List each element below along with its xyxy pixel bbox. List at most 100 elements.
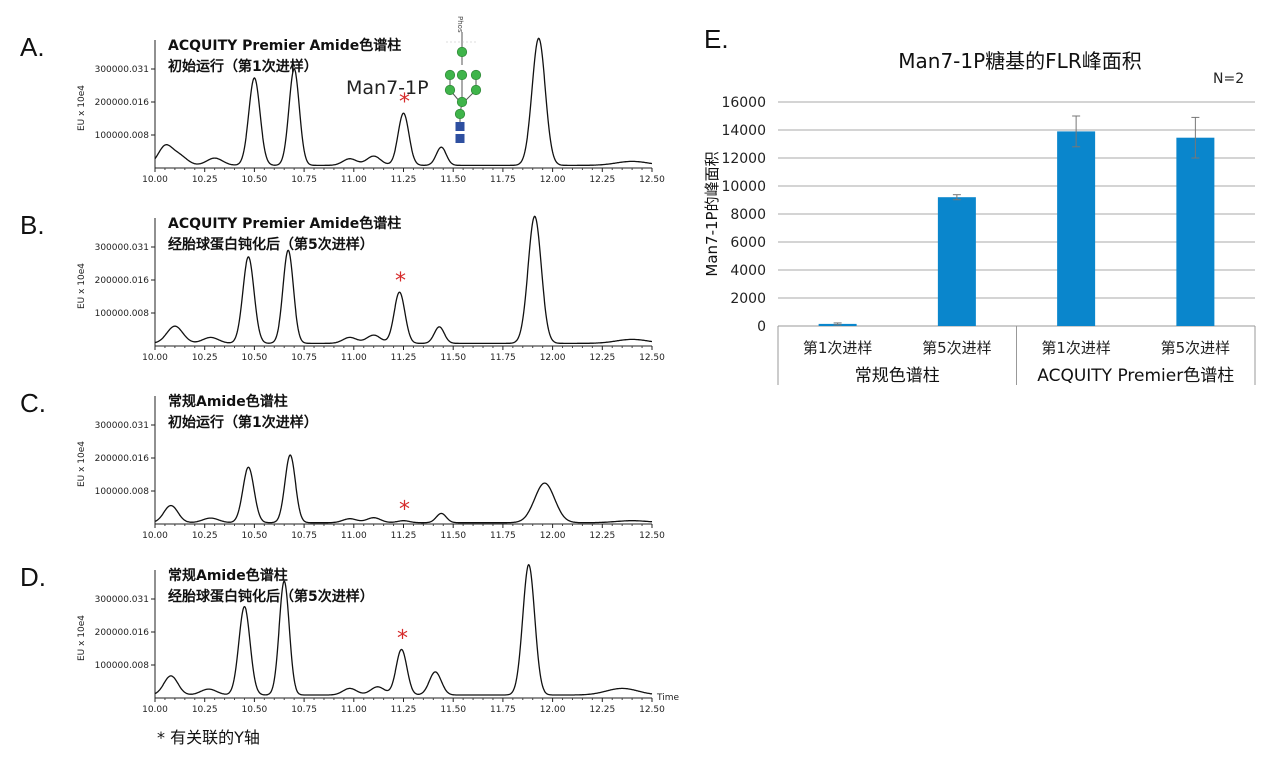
mannose-circle-icon bbox=[454, 108, 466, 120]
y-tick-label: 300000.031 bbox=[95, 595, 149, 605]
y-tick-label: 6000 bbox=[730, 235, 766, 251]
panel-title-line2: 初始运行（第1次进样） bbox=[168, 58, 318, 75]
y-axis-label: EU x 10e4 bbox=[77, 263, 87, 309]
marked-peak-asterisk: * bbox=[395, 269, 406, 294]
x-tick-label: 11.50 bbox=[440, 175, 466, 185]
x-tick-label: 10.50 bbox=[242, 531, 268, 541]
x-tick-label: 11.25 bbox=[391, 531, 417, 541]
y-axis-label: EU x 10e4 bbox=[77, 85, 87, 131]
x-tick-label: 11.50 bbox=[440, 705, 466, 715]
x-tick-label: 10.75 bbox=[291, 175, 317, 185]
x-tick-label: 10.00 bbox=[142, 531, 168, 541]
glcnac-square-icon bbox=[455, 122, 465, 131]
x-tick-label: 11.00 bbox=[341, 531, 367, 541]
y-tick-label: 4000 bbox=[730, 263, 766, 279]
panel-title-line1: ACQUITY Premier Amide色谱柱 bbox=[168, 37, 401, 54]
x-tick-label: 11.75 bbox=[490, 175, 516, 185]
x-tick-label: 11.25 bbox=[391, 175, 417, 185]
mannose-circle-icon bbox=[456, 96, 468, 108]
x-tick-label: 11.50 bbox=[440, 353, 466, 363]
x-tick-label: 10.75 bbox=[291, 353, 317, 363]
x-tick-label: 12.50 bbox=[639, 531, 665, 541]
x-axis-time-label: Time bbox=[656, 693, 679, 703]
panel-letter: D. bbox=[20, 562, 46, 592]
x-tick-label: 10.50 bbox=[242, 175, 268, 185]
chromatogram-panel-2: B. ACQUITY Premier Amide色谱柱经胎球蛋白钝化后（第5次进样… bbox=[20, 210, 665, 363]
y-tick-label: 200000.016 bbox=[95, 454, 150, 464]
panel-letter: E. bbox=[704, 24, 729, 54]
y-axis-label: EU x 10e4 bbox=[77, 615, 87, 661]
category-label: 第1次进样 bbox=[803, 339, 873, 357]
panel-title-line2: 经胎球蛋白钝化后（第5次进样） bbox=[168, 588, 374, 605]
x-tick-label: 12.25 bbox=[589, 175, 615, 185]
x-tick-label: 10.50 bbox=[242, 353, 268, 363]
chromatogram-trace bbox=[154, 454, 653, 524]
bar bbox=[1176, 137, 1215, 326]
x-tick-label: 12.00 bbox=[540, 705, 566, 715]
category-label: 第1次进样 bbox=[1041, 339, 1111, 357]
x-tick-label: 10.75 bbox=[291, 531, 317, 541]
y-tick-label: 100000.008 bbox=[95, 487, 150, 497]
chromatogram-trace bbox=[154, 215, 652, 345]
x-tick-label: 12.50 bbox=[639, 353, 665, 363]
mannose-circle-icon bbox=[444, 69, 456, 81]
y-tick-label: 100000.008 bbox=[95, 661, 150, 671]
x-tick-label: 10.00 bbox=[142, 705, 168, 715]
y-tick-label: 0 bbox=[757, 319, 766, 335]
y-tick-label: 200000.016 bbox=[95, 98, 150, 108]
x-tick-label: 11.25 bbox=[391, 705, 417, 715]
mannose-circle-icon bbox=[444, 84, 456, 96]
y-tick-label: 16000 bbox=[721, 95, 766, 111]
panel-title-line2: 初始运行（第1次进样） bbox=[168, 414, 318, 431]
y-tick-label: 8000 bbox=[730, 207, 766, 223]
y-tick-label: 100000.008 bbox=[95, 131, 150, 141]
y-tick-label: 200000.016 bbox=[95, 276, 150, 286]
x-tick-label: 10.25 bbox=[192, 353, 218, 363]
glycan-phos-label: Phos bbox=[456, 16, 464, 33]
y-tick-label: 200000.016 bbox=[95, 628, 150, 638]
x-tick-label: 12.25 bbox=[589, 353, 615, 363]
x-tick-label: 10.25 bbox=[192, 175, 218, 185]
bar-chart-title: Man7-1P糖基的FLR峰面积 bbox=[898, 49, 1141, 73]
y-tick-label: 12000 bbox=[721, 151, 766, 167]
glycan-structure-icon: Phos bbox=[444, 16, 482, 143]
y-tick-label: 10000 bbox=[721, 179, 766, 195]
x-tick-label: 10.00 bbox=[142, 353, 168, 363]
category-label: 第5次进样 bbox=[1161, 339, 1231, 357]
bar-y-axis-label: Man7-1P的峰面积 bbox=[703, 151, 721, 276]
x-tick-label: 10.25 bbox=[192, 705, 218, 715]
panel-letter: A. bbox=[20, 32, 45, 62]
bar bbox=[937, 197, 976, 326]
x-tick-label: 12.50 bbox=[639, 705, 665, 715]
panel-title-line1: ACQUITY Premier Amide色谱柱 bbox=[168, 215, 401, 232]
chromatogram-trace bbox=[154, 37, 652, 167]
y-tick-label: 300000.031 bbox=[95, 421, 149, 431]
y-tick-label: 2000 bbox=[730, 291, 766, 307]
x-tick-label: 11.50 bbox=[440, 531, 466, 541]
marked-peak-asterisk: * bbox=[399, 498, 410, 523]
chromatogram-trace bbox=[154, 563, 653, 696]
y-tick-label: 100000.008 bbox=[95, 309, 150, 319]
marked-peak-asterisk: * bbox=[399, 90, 410, 115]
y-axis-label: EU x 10e4 bbox=[77, 441, 87, 487]
mannose-circle-icon bbox=[456, 46, 468, 58]
mannose-circle-icon bbox=[470, 84, 482, 96]
mannose-circle-icon bbox=[456, 69, 468, 81]
panel-letter: C. bbox=[20, 388, 46, 418]
x-tick-label: 10.00 bbox=[142, 175, 168, 185]
bar-chart-panel-e: E. Man7-1P糖基的FLR峰面积 N=2 0 2000 4000 6000 8000 10… bbox=[703, 24, 1256, 386]
x-tick-label: 12.00 bbox=[540, 175, 566, 185]
x-tick-label: 11.00 bbox=[341, 353, 367, 363]
x-tick-label: 12.00 bbox=[540, 353, 566, 363]
x-tick-label: 11.75 bbox=[490, 705, 516, 715]
x-tick-label: 11.75 bbox=[490, 531, 516, 541]
x-tick-label: 10.50 bbox=[242, 705, 268, 715]
footnote: * 有关联的Y轴 bbox=[157, 728, 260, 747]
bar bbox=[1057, 131, 1096, 326]
x-tick-label: 12.00 bbox=[540, 531, 566, 541]
panel-title-line2: 经胎球蛋白钝化后（第5次进样） bbox=[168, 236, 374, 253]
panel-title-line1: 常规Amide色谱柱 bbox=[168, 393, 288, 410]
